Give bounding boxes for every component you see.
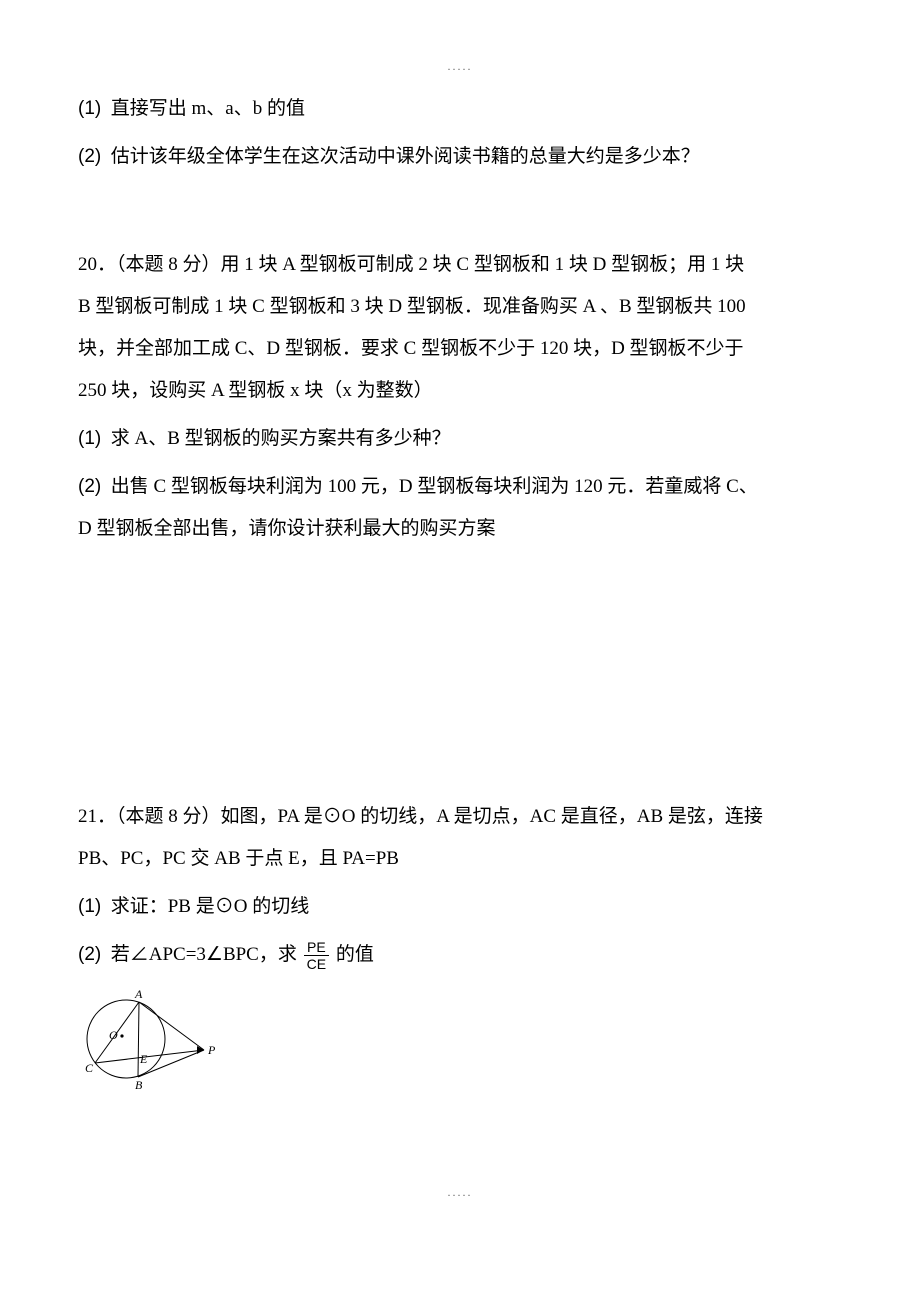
q20-intro-line4: 250 块，设购买 A 型钢板 x 块（x 为整数）	[78, 372, 842, 410]
q20-part2-label: (2)	[78, 476, 101, 497]
q20-intro-line2: B 型钢板可制成 1 块 C 型钢板和 3 块 D 型钢板．现准备购买 A 、B…	[78, 288, 842, 326]
footer-dots: .....	[78, 1186, 842, 1198]
q19-part2-text: 估计该年级全体学生在这次活动中课外阅读书籍的总量大约是多少本？	[111, 146, 700, 167]
q20-part2: (2) 出售 C 型钢板每块利润为 100 元，D 型钢板每块利润为 120 元…	[78, 468, 842, 548]
q21-part2: (2) 若∠APC=3∠BPC，求 PE CE 的值	[78, 936, 842, 974]
q21-part2-prefix: 若∠APC=3∠BPC，求	[111, 944, 297, 965]
q21-frac-num: PE	[304, 940, 329, 956]
q21-part1-label: (1)	[78, 896, 101, 917]
svg-text:A: A	[134, 987, 143, 1001]
svg-text:C: C	[85, 1061, 94, 1075]
q19-part2: (2) 估计该年级全体学生在这次活动中课外阅读书籍的总量大约是多少本？	[78, 138, 842, 176]
q20-intro-line1: 20．（本题 8 分）用 1 块 A 型钢板可制成 2 块 C 型钢板和 1 块…	[78, 246, 842, 284]
q19-part1-label: (1)	[78, 98, 101, 119]
q21-figure-svg: A B C O P E	[78, 984, 218, 1096]
q21-intro-line1: 21．（本题 8 分）如图，PA 是⊙O 的切线，A 是切点，AC 是直径，AB…	[78, 798, 842, 836]
q21-part2-label: (2)	[78, 944, 101, 965]
q20-part2-line1: 出售 C 型钢板每块利润为 100 元，D 型钢板每块利润为 120 元．若童威…	[111, 476, 758, 497]
q20-part1: (1) 求 A、B 型钢板的购买方案共有多少种？	[78, 420, 842, 458]
q21-fraction: PE CE	[304, 940, 329, 971]
q19-part2-label: (2)	[78, 146, 101, 167]
q20-part1-text: 求 A、B 型钢板的购买方案共有多少种？	[111, 428, 451, 449]
q21-part1: (1) 求证：PB 是⊙O 的切线	[78, 888, 842, 926]
svg-text:P: P	[207, 1043, 216, 1057]
q20-part1-label: (1)	[78, 428, 101, 449]
svg-text:O: O	[109, 1028, 118, 1042]
q21-figure: A B C O P E	[78, 984, 842, 1096]
q20-part2-line2: D 型钢板全部出售，请你设计获利最大的购买方案	[78, 510, 842, 548]
q21-part2-suffix: 的值	[336, 944, 374, 965]
svg-text:B: B	[135, 1078, 143, 1092]
svg-text:E: E	[139, 1052, 148, 1066]
q21-part1-text: 求证：PB 是⊙O 的切线	[111, 896, 309, 917]
q21-intro: 21．（本题 8 分）如图，PA 是⊙O 的切线，A 是切点，AC 是直径，AB…	[78, 798, 842, 878]
q20-intro: 20．（本题 8 分）用 1 块 A 型钢板可制成 2 块 C 型钢板和 1 块…	[78, 246, 842, 410]
q21-frac-den: CE	[304, 956, 329, 971]
q19-part1-text: 直接写出 m、a、b 的值	[111, 98, 305, 119]
q19-part1: (1) 直接写出 m、a、b 的值	[78, 90, 842, 128]
header-dots: .....	[78, 60, 842, 72]
q21-intro-line2: PB、PC，PC 交 AB 于点 E，且 PA=PB	[78, 840, 842, 878]
q20-intro-line3: 块，并全部加工成 C、D 型钢板．要求 C 型钢板不少于 120 块，D 型钢板…	[78, 330, 842, 368]
